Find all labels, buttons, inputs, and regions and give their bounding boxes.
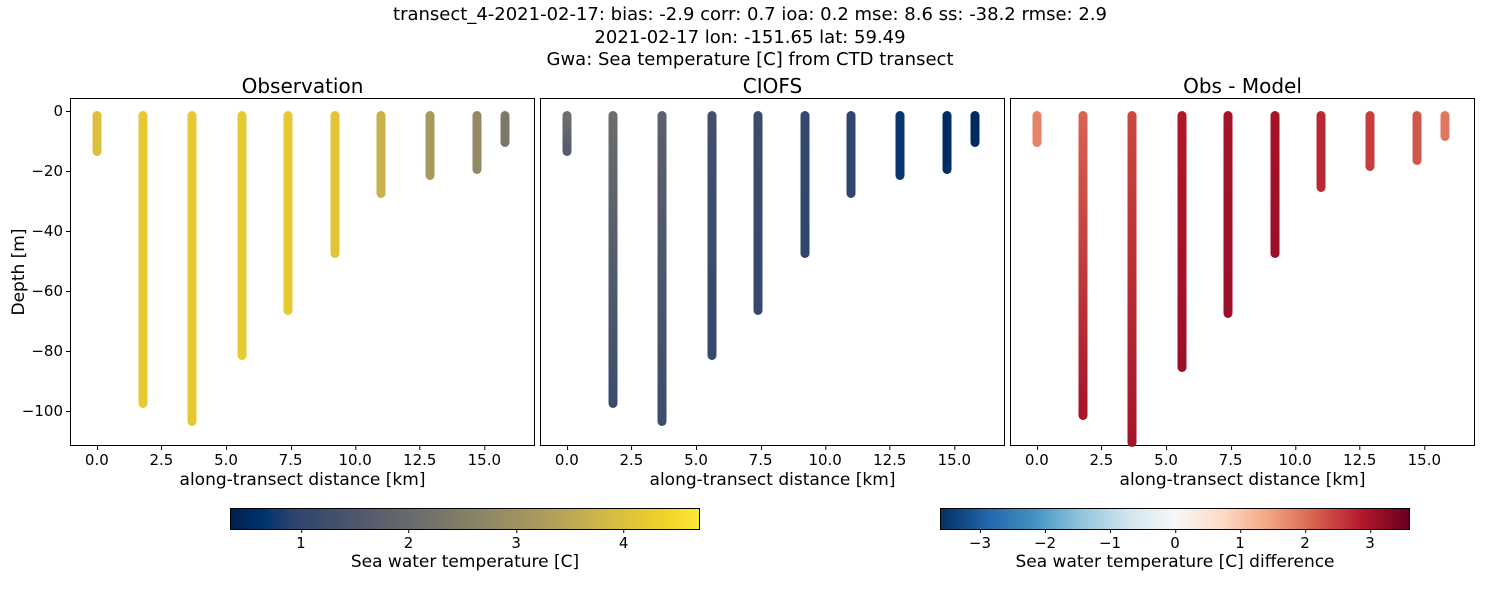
profile-bar [377, 111, 386, 198]
y-axis-label: Depth [m] [9, 228, 29, 315]
y-tick: −80 [31, 342, 63, 360]
profile-bar [1128, 111, 1137, 447]
profile-bar [1441, 111, 1450, 141]
y-tick: 0 [53, 102, 63, 120]
colorbar-tick: −1 [1099, 534, 1121, 552]
profile-bar [188, 111, 197, 426]
colorbar-tick: 1 [296, 534, 306, 552]
colorbar-tick: −3 [969, 534, 991, 552]
x-axis-label: along-transect distance [km] [70, 470, 535, 490]
profile-bar [1032, 111, 1041, 147]
x-axis-label: along-transect distance [km] [1010, 470, 1475, 490]
x-tick: 7.5 [279, 451, 303, 469]
panel-0: ObservationDepth [m]0−20−40−60−80−1000.0… [70, 74, 535, 490]
panel-title: CIOFS [540, 74, 1005, 98]
profile-bar [800, 111, 809, 258]
x-tick: 0.0 [555, 451, 579, 469]
colorbar-tick: 0 [1170, 534, 1180, 552]
profile-bar [1224, 111, 1233, 318]
profile-bar [92, 111, 101, 156]
profile-bar [501, 111, 510, 147]
profile-bar [1270, 111, 1279, 258]
x-tick: 10.0 [1278, 451, 1311, 469]
panel-title: Observation [70, 74, 535, 98]
x-tick: 7.5 [1219, 451, 1243, 469]
y-tick: −40 [31, 222, 63, 240]
colorbar-tick: 4 [619, 534, 629, 552]
y-tick: −60 [31, 282, 63, 300]
profile-bar [284, 111, 293, 315]
x-tick: 12.5 [403, 451, 436, 469]
panels-row: ObservationDepth [m]0−20−40−60−80−1000.0… [0, 74, 1500, 490]
colorbars-row: 1234Sea water temperature [C]−3−2−10123S… [0, 508, 1500, 578]
suptitle-line1: transect_4-2021-02-17: bias: -2.9 corr: … [0, 4, 1500, 27]
suptitle-line2: 2021-02-17 lon: -151.65 lat: 59.49 [0, 27, 1500, 50]
profile-bar [139, 111, 148, 408]
profile-bar [1412, 111, 1421, 165]
profile-bar [971, 111, 980, 147]
x-tick: 2.5 [619, 451, 643, 469]
profile-bar [942, 111, 951, 174]
x-tick: 2.5 [149, 451, 173, 469]
profile-bar [1366, 111, 1375, 171]
y-tick: −100 [22, 402, 63, 420]
panel-2: Obs - Model0.02.55.07.510.012.515.0along… [1010, 74, 1475, 490]
colorbar-tick: 2 [404, 534, 414, 552]
colorbar-gradient: 1234 [230, 508, 700, 530]
profile-bar [1177, 111, 1186, 372]
profile-bar [658, 111, 667, 426]
plot-area: 0.02.55.07.510.012.515.0 [540, 98, 1005, 446]
x-tick: 7.5 [749, 451, 773, 469]
figure-suptitle: transect_4-2021-02-17: bias: -2.9 corr: … [0, 0, 1500, 72]
suptitle-line3: Gwa: Sea temperature [C] from CTD transe… [0, 49, 1500, 72]
profile-bar [562, 111, 571, 156]
plot-area: Depth [m]0−20−40−60−80−1000.02.55.07.510… [70, 98, 535, 446]
colorbar-tick: 3 [1365, 534, 1375, 552]
x-tick: 0.0 [1025, 451, 1049, 469]
x-tick: 12.5 [873, 451, 906, 469]
colorbar-gradient: −3−2−10123 [940, 508, 1410, 530]
colorbar-label: Sea water temperature [C] [230, 552, 700, 572]
colorbar-cividis: 1234Sea water temperature [C] [230, 508, 700, 572]
profile-bar [1317, 111, 1326, 192]
x-tick: 15.0 [938, 451, 971, 469]
profile-bar [707, 111, 716, 360]
x-tick: 5.0 [1154, 451, 1178, 469]
panel-1: CIOFS0.02.55.07.510.012.515.0along-trans… [540, 74, 1005, 490]
profile-bar [754, 111, 763, 315]
colorbar-label: Sea water temperature [C] difference [940, 552, 1410, 572]
colorbar-tick: 3 [511, 534, 521, 552]
x-tick: 10.0 [338, 451, 371, 469]
colorbar-tick: 2 [1300, 534, 1310, 552]
colorbar-tick: 1 [1235, 534, 1245, 552]
profile-bar [847, 111, 856, 198]
x-tick: 12.5 [1343, 451, 1376, 469]
x-tick: 5.0 [214, 451, 238, 469]
x-tick: 5.0 [684, 451, 708, 469]
profile-bar [472, 111, 481, 174]
colorbar-rdbu_r: −3−2−10123Sea water temperature [C] diff… [940, 508, 1410, 572]
profile-bar [1079, 111, 1088, 420]
panel-title: Obs - Model [1010, 74, 1475, 98]
x-tick: 0.0 [85, 451, 109, 469]
profile-bar [896, 111, 905, 180]
y-tick: −20 [31, 162, 63, 180]
x-tick: 15.0 [468, 451, 501, 469]
x-tick: 2.5 [1089, 451, 1113, 469]
profile-bar [609, 111, 618, 408]
profile-bar [426, 111, 435, 180]
plot-area: 0.02.55.07.510.012.515.0 [1010, 98, 1475, 446]
profile-bar [237, 111, 246, 360]
colorbar-tick: −2 [1034, 534, 1056, 552]
profile-bar [330, 111, 339, 258]
x-axis-label: along-transect distance [km] [540, 470, 1005, 490]
x-tick: 15.0 [1408, 451, 1441, 469]
x-tick: 10.0 [808, 451, 841, 469]
